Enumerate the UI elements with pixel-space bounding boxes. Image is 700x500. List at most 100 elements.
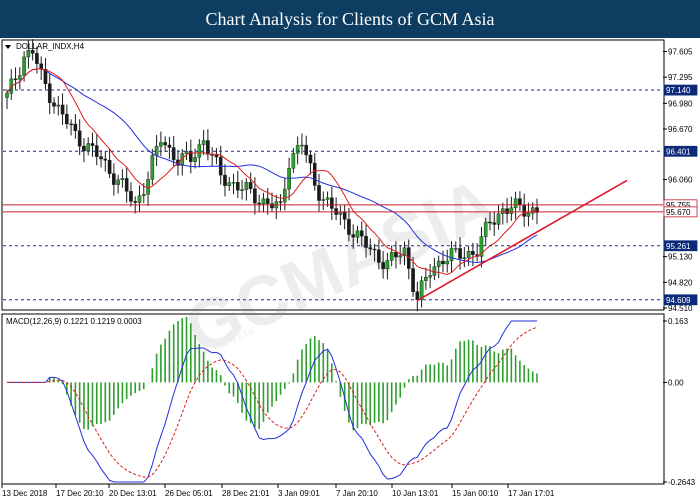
- candle-body: [509, 207, 514, 214]
- candle-body: [466, 251, 471, 258]
- time-tick-label: 28 Dec 21:01: [222, 489, 270, 498]
- macd-signal-line: [7, 326, 538, 478]
- level-price-label: 97.140: [666, 86, 691, 95]
- macd-label: MACD(12,26,9) 0.1221 0.1219 0.0003: [6, 317, 142, 326]
- time-tick-label: 15 Jan 00:10: [452, 489, 499, 498]
- level-price-label: 95.755: [666, 201, 691, 210]
- candle-body: [261, 198, 266, 205]
- symbol-dropdown-icon[interactable]: [5, 45, 11, 49]
- candle-body: [223, 174, 227, 186]
- time-tick-label: 26 Dec 05:01: [165, 489, 213, 498]
- level-price-label: 96.401: [666, 147, 691, 156]
- candle-body: [453, 248, 458, 250]
- candle-body: [308, 154, 313, 164]
- candle-body: [13, 78, 18, 81]
- candle-body: [206, 140, 210, 155]
- candle-body: [321, 199, 326, 201]
- time-tick-label: 3 Jan 09:01: [278, 489, 320, 498]
- time-tick-label: 17 Jan 17:01: [508, 489, 555, 498]
- candle-body: [244, 182, 249, 190]
- candle-body: [201, 140, 206, 145]
- candle-body: [26, 50, 31, 58]
- candle-body: [112, 173, 116, 185]
- candle-body: [445, 260, 450, 265]
- price-tick-label: 94.510: [668, 304, 693, 313]
- candle-body: [197, 144, 202, 158]
- candle-body: [419, 280, 424, 300]
- macd-tick-label: -0.2643: [668, 478, 696, 487]
- candle-body: [406, 247, 411, 269]
- price-tick-label: 96.670: [668, 125, 693, 134]
- level-price-label: 94.609: [666, 296, 691, 305]
- candle-body: [441, 260, 445, 265]
- level-price-label: 95.670: [666, 208, 691, 217]
- candle-body: [73, 123, 78, 131]
- candle-body: [462, 257, 467, 259]
- time-tick-label: 17 Dec 20:10: [56, 489, 104, 498]
- candle-body: [428, 275, 432, 278]
- candle-body: [283, 188, 287, 203]
- time-tick-label: 7 Jan 20:10: [336, 489, 378, 498]
- symbol-label: DOLLAR_INDX,H4: [16, 42, 85, 51]
- candle-body: [312, 162, 317, 186]
- candle-body: [483, 221, 488, 237]
- candle-body: [351, 234, 356, 238]
- candle-body: [513, 198, 518, 208]
- candle-body: [270, 203, 274, 209]
- candle-body: [171, 147, 176, 161]
- candle-body: [137, 195, 142, 203]
- candle-body: [295, 145, 300, 154]
- candle-body: [86, 143, 91, 152]
- candle-body: [436, 260, 441, 267]
- candle-body: [107, 160, 112, 174]
- level-price-box: [663, 240, 698, 252]
- candle-body: [501, 208, 505, 214]
- candle-body: [22, 56, 26, 76]
- candle-body: [82, 145, 86, 152]
- candle-body: [35, 53, 39, 65]
- macd-pane: [1, 313, 665, 485]
- price-tick-label: 96.060: [668, 176, 693, 185]
- macd-tick-label: 0.163: [668, 317, 689, 326]
- trendline[interactable]: [416, 179, 628, 302]
- level-price-box: [663, 294, 698, 306]
- price-tick-label: 94.820: [668, 278, 693, 287]
- chart-area[interactable]: GCMASIA GLOBAL CAPITAL MARKETS DOLLAR_IN…: [0, 38, 700, 500]
- candle-body: [133, 201, 138, 203]
- candle-body: [300, 144, 304, 147]
- candle-body: [389, 252, 394, 261]
- candle-body: [424, 276, 428, 281]
- candle-body: [65, 113, 69, 125]
- candle-body: [402, 247, 407, 256]
- candle-body: [103, 158, 108, 161]
- candle-body: [141, 194, 146, 196]
- candle-body: [522, 204, 526, 217]
- candle-body: [342, 212, 347, 220]
- candle-body: [385, 260, 390, 270]
- time-tick-label: 10 Jan 13:01: [392, 489, 439, 498]
- candle-body: [129, 191, 133, 202]
- candle-body: [398, 255, 403, 258]
- candle-body: [159, 142, 163, 147]
- level-price-box: [663, 206, 698, 218]
- candle-body: [368, 247, 373, 250]
- level-price-box: [663, 145, 698, 157]
- candle-body: [5, 93, 9, 98]
- candle-body: [394, 252, 398, 258]
- candle-body: [364, 235, 368, 248]
- candle-body: [69, 123, 73, 126]
- candle-body: [265, 198, 270, 204]
- candle-body: [304, 144, 308, 156]
- macd-tick-label: 0.00: [668, 378, 684, 387]
- candle-body: [488, 221, 492, 224]
- candle-body: [150, 155, 155, 180]
- macd-line: [7, 320, 537, 483]
- candle-body: [496, 213, 501, 225]
- candle-body: [347, 219, 351, 235]
- moving-average-blue: [6, 68, 538, 264]
- candle-body: [240, 189, 244, 191]
- candle-body: [518, 198, 522, 206]
- candle-body: [381, 262, 385, 270]
- price-tick-label: 95.130: [668, 253, 693, 262]
- candle-body: [193, 157, 197, 162]
